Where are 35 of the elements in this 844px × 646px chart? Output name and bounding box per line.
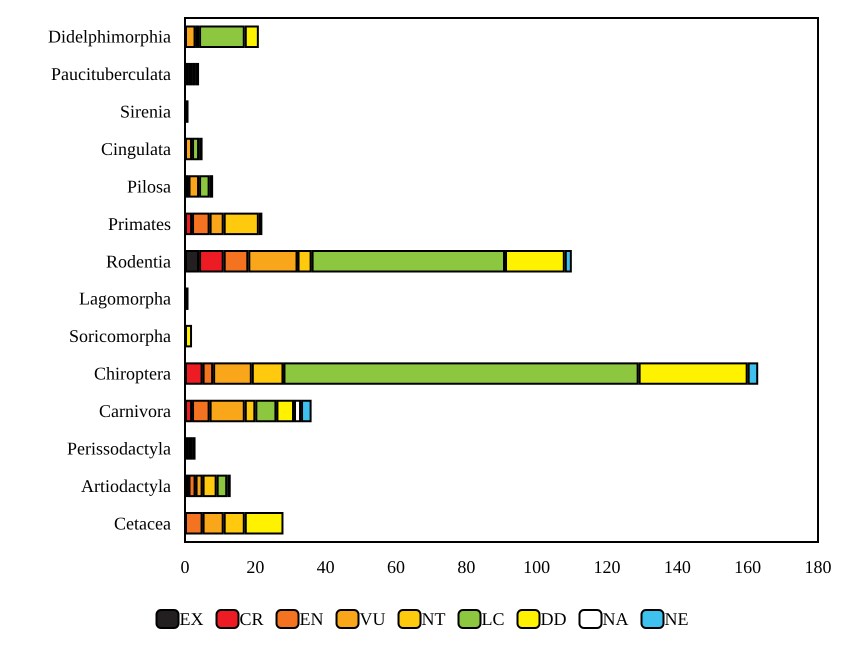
y-tick-label: Paucituberculata	[51, 64, 171, 84]
y-tick-label: Rodentia	[106, 251, 171, 272]
y-tick-label: Chiroptera	[94, 364, 171, 384]
x-tick-label: 20	[246, 557, 264, 577]
legend-label: NA	[602, 609, 628, 629]
y-tick-label: Carnivora	[99, 401, 171, 421]
legend-label: EX	[180, 609, 204, 629]
legend-label: DD	[540, 609, 566, 629]
y-tick-label: Perissodactyla	[67, 438, 171, 458]
x-tick-label: 120	[594, 557, 620, 577]
y-tick-label: Sirenia	[120, 102, 171, 122]
x-tick-label: 160	[734, 557, 762, 577]
x-tick-label: 60	[387, 557, 405, 577]
x-tick-label: 140	[664, 557, 691, 577]
y-tick-label: Cingulata	[101, 139, 171, 159]
legend-label: NE	[664, 609, 688, 629]
y-tick-label: Primates	[108, 214, 171, 234]
y-tick-label: Artiodactyla	[81, 476, 172, 496]
x-tick-label: 40	[316, 557, 335, 577]
legend-label: LC	[482, 609, 505, 629]
bar	[185, 25, 196, 48]
x-tick-label: 0	[180, 557, 190, 577]
x-tick-label: 180	[804, 557, 832, 577]
x-tick-label: 80	[457, 557, 476, 577]
legend-label: VU	[360, 609, 386, 629]
y-tick-label: Lagomorpha	[79, 288, 172, 309]
bar	[185, 324, 192, 348]
legend-label: EN	[300, 609, 324, 629]
y-tick-label: Cetacea	[114, 513, 172, 534]
x-tick-label: 100	[523, 557, 550, 577]
legend-label: NT	[422, 609, 446, 629]
y-tick-label: Soricomorpha	[69, 326, 172, 346]
y-tick-label: Pilosa	[126, 176, 171, 196]
y-tick-label: Didelphimorphia	[48, 26, 172, 47]
legend-label: CR	[240, 609, 264, 629]
